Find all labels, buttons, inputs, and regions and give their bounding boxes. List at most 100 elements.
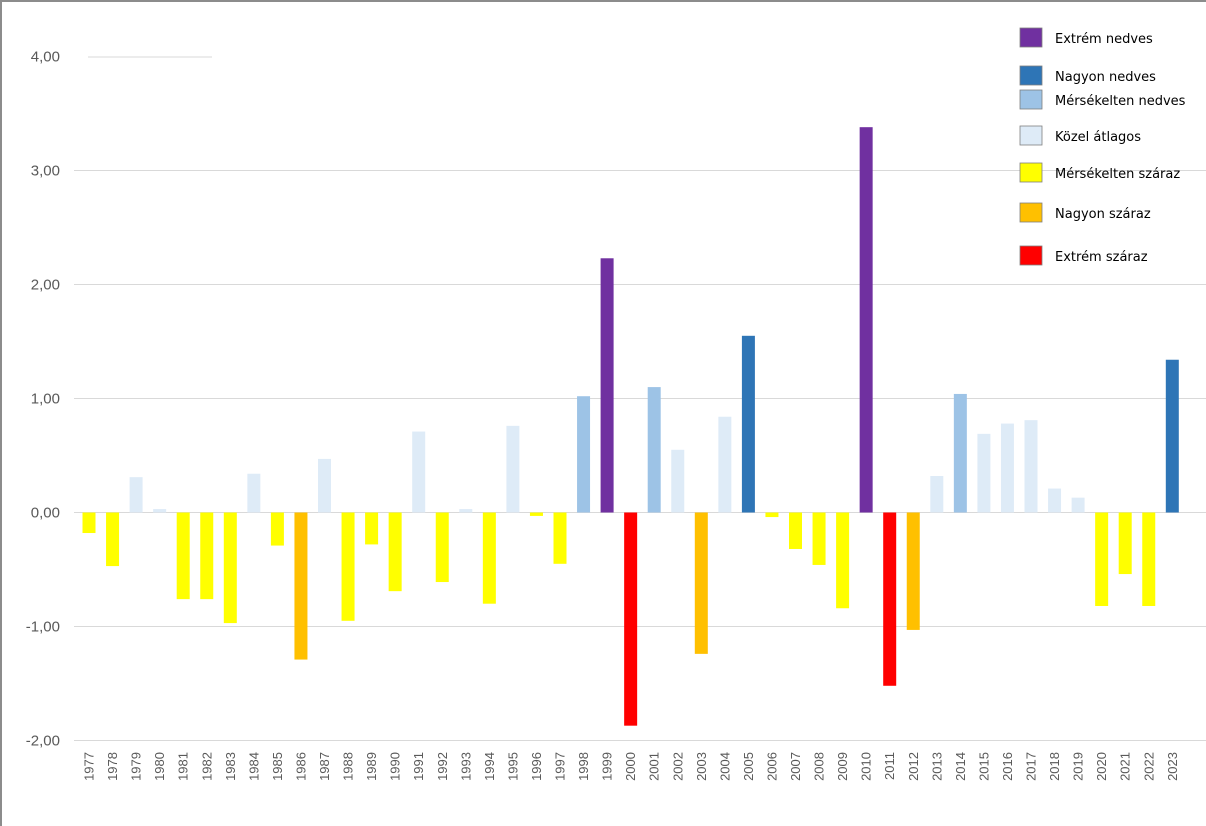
legend-swatch-mn [1019,89,1043,110]
x-tick-label: 2000 [623,752,638,781]
legend-swatch-ns [1019,202,1043,223]
bar-1996 [529,512,543,516]
x-tick-label: 2017 [1024,752,1039,781]
bar-1995 [506,425,520,513]
bar-1988 [341,512,355,621]
x-tick-label: 2003 [694,752,709,781]
x-tick-label: 1978 [105,752,120,781]
x-axis-ticks: 1977 1978 1979 1980 1981 1982 1983 1984 1985 1986… [82,752,1180,781]
y-tick-label: 1,00 [31,391,60,408]
x-tick-label: 2009 [835,752,850,781]
bar-2013 [930,476,944,513]
y-tick-label: 0,00 [31,505,60,522]
x-tick-label: 2006 [764,752,779,781]
x-tick-label: 2021 [1118,752,1133,781]
x-tick-label: 2016 [1000,752,1015,781]
bar-1983 [223,512,237,624]
bar-1984 [247,473,261,513]
x-tick-label: 2019 [1071,752,1086,781]
x-tick-label: 1979 [129,752,144,781]
x-tick-label: 2020 [1094,752,1109,781]
bar-2010 [859,127,873,513]
bar-2005 [741,335,755,513]
x-tick-label: 1985 [270,752,285,781]
bar-2021 [1118,512,1132,575]
x-tick-label: 2008 [812,752,827,781]
bar-1997 [553,512,567,564]
legend-swatch-nn [1019,65,1043,86]
x-tick-label: 1999 [600,752,615,781]
x-tick-label: 1988 [341,752,356,781]
bar-2012 [906,512,920,630]
x-tick-label: 2010 [859,752,874,781]
bar-2020 [1095,512,1109,606]
bar-2002 [671,449,685,513]
x-tick-label: 2012 [906,752,921,781]
bar-1993 [459,509,473,513]
x-tick-label: 1995 [505,752,520,781]
legend-label-es: Extrém száraz [1055,250,1148,265]
bar-2003 [694,512,708,654]
x-tick-label: 1990 [388,752,403,781]
bar-1994 [482,512,496,604]
bar-2019 [1071,497,1085,513]
legend-swatch-en [1019,27,1043,48]
legend-swatch-ka [1019,125,1043,146]
bar-2000 [624,512,638,726]
x-tick-label: 2004 [717,752,732,781]
x-tick-label: 2018 [1047,752,1062,781]
legend-label-ns: Nagyon száraz [1055,207,1151,222]
bar-1990 [388,512,402,592]
x-tick-label: 1994 [482,752,497,781]
x-tick-label: 2007 [788,752,803,781]
y-tick-label: -2,00 [26,733,60,750]
x-tick-label: 1992 [435,752,450,781]
bar-1979 [129,477,143,513]
bars [82,127,1179,726]
legend-swatch-es [1019,245,1043,266]
x-tick-label: 2013 [929,752,944,781]
x-tick-label: 1993 [458,752,473,781]
bar-1989 [365,512,379,545]
x-tick-label: 1998 [576,752,591,781]
x-tick-label: 2011 [882,752,897,780]
bar-1981 [176,512,190,600]
y-axis-ticks: 4,00 3,00 2,00 1,00 0,00 -1,00 -2,00 [26,49,60,750]
bar-1977 [82,512,96,534]
x-tick-label: 1986 [293,752,308,781]
bar-2023 [1165,359,1179,513]
bar-2018 [1048,488,1062,513]
legend-label-en: Extrém nedves [1055,32,1153,47]
x-tick-label: 2014 [953,752,968,781]
bar-2008 [812,512,826,565]
y-tick-label: 4,00 [31,49,60,66]
bar-2009 [836,512,850,609]
legend-label-nn: Nagyon nedves [1055,70,1156,85]
gridlines [74,170,1206,741]
bar-2004 [718,416,732,513]
x-tick-label: 1996 [529,752,544,781]
bar-2016 [1000,423,1014,513]
x-tick-label: 2023 [1165,752,1180,781]
x-tick-label: 2022 [1141,752,1156,781]
bar-1998 [577,396,591,513]
bar-2007 [789,512,802,549]
bar-1991 [412,431,426,513]
bar-1982 [200,512,214,600]
bar-1978 [106,512,120,567]
x-tick-label: 1977 [82,752,97,781]
x-tick-label: 1981 [176,752,191,781]
legend-label-ka: Közel átlagos [1055,130,1141,145]
bar-1980 [153,509,167,513]
x-tick-label: 1980 [152,752,167,781]
x-tick-label: 1991 [411,752,426,781]
x-tick-label: 2001 [647,752,662,781]
legend-swatch-ms [1019,162,1043,183]
legend-label-mn: Mérsékelten nedves [1055,94,1186,109]
x-tick-label: 2015 [976,752,991,781]
y-tick-label: 2,00 [31,277,60,294]
bar-2015 [977,433,991,513]
x-tick-label: 1997 [553,752,568,781]
